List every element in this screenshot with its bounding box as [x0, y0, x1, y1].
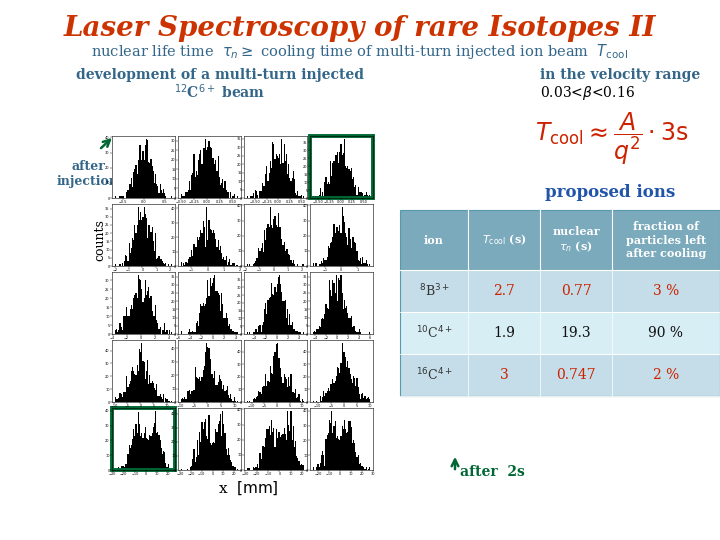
Text: 2.7: 2.7 — [493, 284, 515, 298]
Text: $^{12}$C$^{6+}$ beam: $^{12}$C$^{6+}$ beam — [174, 82, 266, 100]
Text: nuclear
$\tau_n$ (s): nuclear $\tau_n$ (s) — [552, 226, 600, 254]
Text: 19.3: 19.3 — [561, 326, 591, 340]
Text: fraction of
particles left
after cooling: fraction of particles left after cooling — [626, 221, 706, 259]
Polygon shape — [115, 207, 172, 266]
Bar — [400, 270, 720, 312]
Text: counts: counts — [94, 219, 107, 261]
Polygon shape — [247, 343, 304, 402]
Polygon shape — [115, 139, 172, 198]
Bar — [400, 210, 720, 396]
Bar — [310, 136, 373, 198]
Text: in the velocity range: in the velocity range — [540, 68, 701, 82]
Polygon shape — [313, 275, 370, 334]
Polygon shape — [115, 411, 172, 470]
Polygon shape — [247, 207, 304, 266]
Text: $T_{\rm cool} \approx \dfrac{A}{q^2} \cdot 3\rm s$: $T_{\rm cool} \approx \dfrac{A}{q^2} \cd… — [535, 110, 688, 167]
Polygon shape — [181, 411, 238, 470]
Text: 3 %: 3 % — [653, 284, 679, 298]
Polygon shape — [313, 207, 370, 266]
Polygon shape — [181, 207, 238, 266]
Polygon shape — [115, 275, 172, 334]
Text: nuclear life time  $\tau_n \geq$ cooling time of multi-turn injected ion beam  $: nuclear life time $\tau_n \geq$ cooling … — [91, 42, 629, 61]
Polygon shape — [115, 343, 172, 402]
Polygon shape — [247, 139, 304, 198]
Text: 90 %: 90 % — [649, 326, 683, 340]
Text: $^{16}$C$^{4+}$: $^{16}$C$^{4+}$ — [415, 367, 452, 383]
Bar — [112, 408, 175, 470]
Text: 2 %: 2 % — [653, 368, 679, 382]
Text: Laser Spectroscopy of rare Isotopes II: Laser Spectroscopy of rare Isotopes II — [64, 15, 656, 42]
Bar — [400, 354, 720, 396]
Text: 0.03<$\beta$<0.16: 0.03<$\beta$<0.16 — [540, 84, 635, 102]
Text: after  2s: after 2s — [460, 465, 525, 479]
Polygon shape — [181, 275, 238, 334]
Text: development of a multi-turn injected: development of a multi-turn injected — [76, 68, 364, 82]
Text: 3: 3 — [500, 368, 508, 382]
Bar — [400, 312, 720, 354]
Polygon shape — [181, 139, 238, 198]
Text: ion: ion — [424, 234, 444, 246]
Text: x  $\rm [mm]$: x $\rm [mm]$ — [217, 480, 279, 497]
Polygon shape — [313, 139, 370, 198]
Text: after
injection: after injection — [57, 160, 119, 188]
Text: 0.77: 0.77 — [561, 284, 591, 298]
Polygon shape — [181, 343, 238, 402]
Text: 1.9: 1.9 — [493, 326, 515, 340]
Text: proposed ions: proposed ions — [545, 184, 675, 201]
Text: $^8$B$^{3+}$: $^8$B$^{3+}$ — [418, 283, 449, 299]
Polygon shape — [247, 275, 304, 334]
Polygon shape — [313, 411, 370, 470]
Polygon shape — [247, 411, 304, 470]
Bar — [400, 210, 720, 270]
Text: $T_{\rm cool}$ (s): $T_{\rm cool}$ (s) — [482, 233, 526, 247]
Text: $^{10}$C$^{4+}$: $^{10}$C$^{4+}$ — [415, 325, 452, 341]
Text: 0.747: 0.747 — [556, 368, 596, 382]
Polygon shape — [313, 343, 370, 402]
